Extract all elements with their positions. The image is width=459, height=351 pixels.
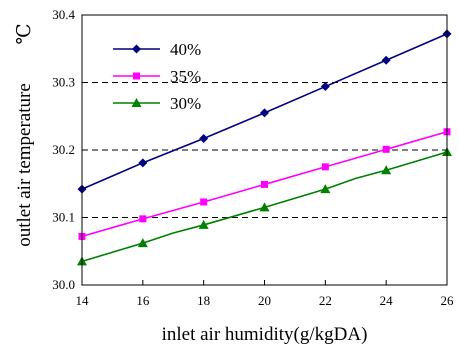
x-tick-label: 18: [197, 293, 210, 308]
axis-ticks: 30.0 30.1 30.2 30.3 30.4 14 16 18 20 22 24 26: [52, 7, 454, 308]
data-point-diamond: [260, 108, 269, 118]
data-point-square: [382, 145, 390, 153]
data-point-triangle: [137, 238, 148, 248]
x-tick-label: 26: [441, 293, 455, 308]
y-tick-label: 30.3: [52, 75, 75, 90]
data-point-diamond: [381, 55, 391, 65]
y-tick-label: 30.0: [52, 277, 75, 292]
data-point-triangle: [198, 219, 209, 229]
data-point-diamond: [320, 82, 330, 92]
x-tick-label: 24: [380, 293, 394, 308]
y-tick-label: 30.2: [52, 142, 75, 157]
data-point-triangle: [381, 165, 392, 175]
y-axis-unit: ℃: [14, 23, 35, 44]
data-point-diamond: [138, 158, 148, 168]
data-point-triangle: [259, 202, 270, 212]
legend: 40% 35% 30%: [113, 40, 201, 113]
x-tick-label: 16: [136, 293, 150, 308]
x-tick-label: 20: [258, 293, 271, 308]
series-layer: [77, 29, 452, 266]
data-point-square: [261, 180, 268, 188]
legend-marker-diamond: [132, 44, 141, 54]
data-point-square: [200, 198, 208, 206]
data-point-square: [321, 163, 329, 171]
legend-label: 35%: [170, 67, 201, 86]
legend-label: 30%: [170, 94, 201, 113]
legend-marker-square: [133, 72, 140, 80]
legend-marker-triangle: [131, 98, 142, 107]
legend-label: 40%: [170, 40, 201, 59]
y-tick-label: 30.1: [52, 210, 75, 225]
y-axis-title: outlet air temperature: [14, 83, 35, 247]
x-axis-title: inlet air humidity(g/kgDA): [162, 324, 368, 345]
x-tick-label: 14: [76, 293, 90, 308]
data-point-square: [139, 215, 147, 223]
data-point-triangle: [320, 184, 331, 194]
x-tick-label: 22: [319, 293, 332, 308]
y-tick-label: 30.4: [52, 7, 75, 22]
data-point-diamond: [199, 134, 209, 144]
